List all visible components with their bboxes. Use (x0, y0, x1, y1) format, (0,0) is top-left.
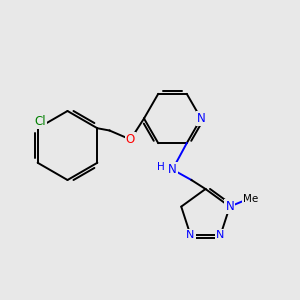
Text: N: N (186, 230, 195, 240)
Text: H: H (157, 161, 164, 172)
Text: N: N (196, 112, 206, 125)
Text: N: N (168, 163, 177, 176)
Text: Me: Me (243, 194, 258, 204)
Text: Cl: Cl (35, 115, 46, 128)
Text: N: N (216, 230, 225, 240)
Text: O: O (126, 133, 135, 146)
Text: N: N (225, 200, 234, 213)
